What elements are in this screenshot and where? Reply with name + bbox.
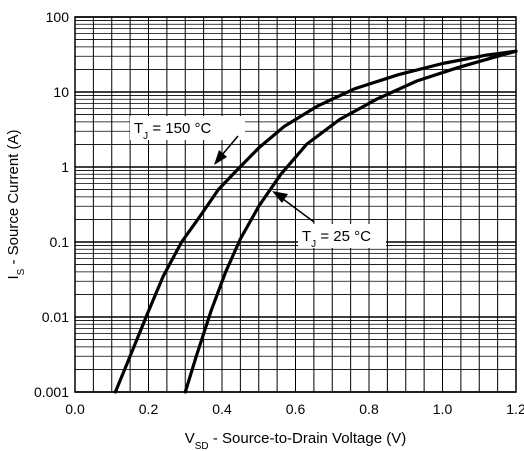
- y-tick-label: 10: [53, 84, 69, 100]
- x-tick-label: 0.6: [286, 401, 306, 417]
- annotation-150c: TJ = 150 °C: [130, 116, 245, 165]
- series-line-1: [183, 49, 518, 394]
- x-tick-label: 0.4: [212, 401, 232, 417]
- y-axis-title-sub: S: [16, 268, 27, 275]
- y-tick-labels: 0.001 0.01 0.1 1 10 100: [34, 9, 69, 400]
- annotation-150c-label: TJ = 150 °C: [134, 120, 211, 142]
- annotation-25c-label: TJ = 25 °C: [302, 228, 371, 250]
- annotation-25c-arrowhead: [272, 191, 288, 203]
- annotation-25c-main: T: [302, 228, 311, 245]
- x-axis-title-main: V: [185, 430, 195, 447]
- y-axis-title: IS - Source Current (A): [5, 129, 27, 279]
- x-tick-labels: 0.0 0.2 0.4 0.6 0.8 1.0 1.2: [65, 401, 524, 417]
- annotation-150c-arrow-line: [221, 135, 239, 156]
- annotation-25c: TJ = 25 °C: [272, 191, 386, 250]
- y-tick-label: 100: [46, 9, 70, 25]
- annotation-25c-sub: J: [311, 239, 316, 250]
- plot-frame: [74, 16, 517, 393]
- annotation-25c-rest: = 25 °C: [316, 228, 371, 245]
- y-axis-title-main: I: [5, 275, 22, 279]
- annotation-150c-arrowhead: [214, 150, 227, 165]
- series-line-0: [113, 49, 518, 394]
- annotation-150c-main: T: [134, 120, 143, 137]
- x-tick-label: 0.0: [65, 401, 85, 417]
- annotation-25c-arrow-line: [282, 198, 315, 223]
- y-tick-label: 0.001: [34, 384, 69, 400]
- x-tick-label: 1.2: [506, 401, 524, 417]
- y-tick-label: 0.01: [42, 309, 69, 325]
- annotation-150c-sub: J: [143, 131, 148, 142]
- minor-grid: [74, 17, 517, 392]
- y-tick-label: 0.1: [50, 234, 70, 250]
- x-tick-label: 0.2: [139, 401, 159, 417]
- y-axis-title-rest: - Source Current (A): [5, 129, 22, 268]
- x-tick-label: 1.0: [433, 401, 453, 417]
- x-tick-label: 0.8: [359, 401, 379, 417]
- x-axis-title-sub: SD: [195, 441, 209, 451]
- x-axis-title-rest: - Source-to-Drain Voltage (V): [209, 430, 407, 447]
- x-axis-title: VSD - Source-to-Drain Voltage (V): [185, 430, 407, 451]
- annotation-150c-rest: = 150 °C: [148, 120, 211, 137]
- series-layer: [113, 49, 518, 394]
- y-tick-label: 1: [61, 159, 69, 175]
